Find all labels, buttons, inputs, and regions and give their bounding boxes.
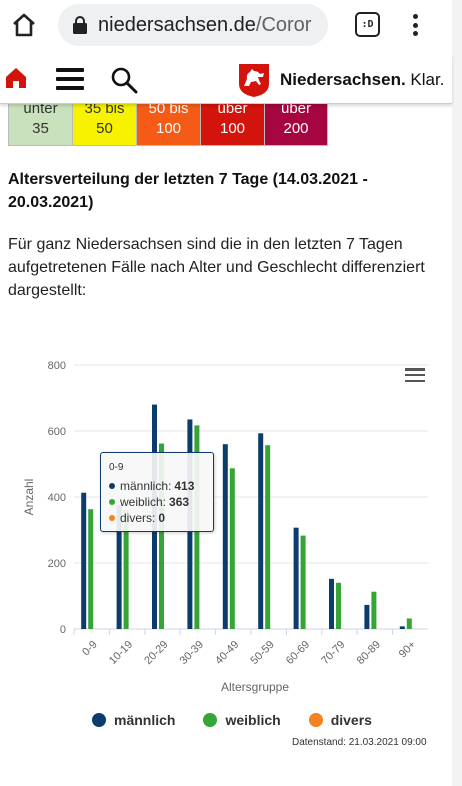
tile-label-bottom: 35 xyxy=(32,120,49,137)
bar-männlich-60-69 xyxy=(293,527,299,629)
tile-label-bottom: 200 xyxy=(283,120,309,137)
brand-bold: Niedersachsen. xyxy=(280,70,406,89)
x-tick-label: 10-19 xyxy=(107,639,135,667)
legend-item-divers[interactable]: divers xyxy=(308,712,372,728)
tooltip-row-divers: divers: 0 xyxy=(109,510,205,526)
home-icon[interactable] xyxy=(10,11,38,39)
bar-männlich-40-49 xyxy=(222,444,228,629)
y-tick-label: 400 xyxy=(48,492,66,504)
legend-item-weiblich[interactable]: weiblich xyxy=(203,712,281,728)
tile-label-top: unter xyxy=(23,100,58,117)
x-tick-label: 90+ xyxy=(397,639,419,661)
x-axis-label: Altersgruppe xyxy=(221,680,289,694)
tooltip-value: 413 xyxy=(174,479,195,493)
address-bar[interactable]: niedersachsen.de/Coror xyxy=(58,4,328,46)
lock-icon xyxy=(73,16,87,34)
url-text: niedersachsen.de/Coror xyxy=(98,14,311,37)
section-heading: Altersverteilung der letzten 7 Tage (14.… xyxy=(8,171,368,211)
brand-name[interactable]: Niedersachsen. Klar. xyxy=(280,70,444,90)
bar-weiblich-40-49 xyxy=(229,468,235,629)
tooltip-label: divers: xyxy=(120,511,156,525)
tile-label-bottom: 100 xyxy=(155,120,182,137)
tile-label-bottom: 50 xyxy=(96,120,113,137)
x-tick-label: 30-39 xyxy=(178,639,206,667)
bar-männlich-50-59 xyxy=(258,433,264,629)
x-tick-label: 80-89 xyxy=(355,639,383,667)
tab-switcher-button[interactable]: :D xyxy=(355,12,380,37)
bar-männlich-80-89 xyxy=(364,604,370,629)
legend-item-maennlich[interactable]: männlich xyxy=(92,712,175,728)
bar-weiblich-20-29 xyxy=(159,443,164,629)
site-home-icon[interactable] xyxy=(4,66,28,90)
x-tick-label: 70-79 xyxy=(319,639,347,667)
tooltip-value: 0 xyxy=(158,511,166,525)
tooltip-title: 0-9 xyxy=(109,462,124,473)
bar-männlich-70-79 xyxy=(329,578,334,629)
chart-legend: männlich weiblich divers xyxy=(92,712,400,728)
brand-suffix: Klar. xyxy=(405,70,445,89)
tile-label-top: 35 bis xyxy=(84,100,125,117)
legend-label: weiblich xyxy=(225,712,281,728)
bar-weiblich-60-69 xyxy=(300,535,306,629)
x-tick-label: 40-49 xyxy=(213,639,241,667)
tile-label-top: 50 bis xyxy=(148,100,189,117)
legend-label: männlich xyxy=(114,712,176,728)
tile-label-top: über xyxy=(217,100,248,117)
tile-label-bottom: 100 xyxy=(219,120,246,137)
y-tick-label: 600 xyxy=(48,426,66,438)
chart-tooltip: 0-9 männlich: 413 weiblich: 363 divers: 0 xyxy=(100,452,214,532)
y-tick-label: 200 xyxy=(48,558,66,570)
tooltip-row-weiblich: weiblich: 363 xyxy=(109,494,205,510)
x-tick-label: 60-69 xyxy=(284,639,312,667)
browser-menu-button[interactable] xyxy=(408,11,422,39)
niedersachsen-logo[interactable] xyxy=(236,62,272,98)
tile-label-top: über xyxy=(280,100,312,117)
site-header: Niedersachsen. Klar. xyxy=(0,54,452,104)
bar-weiblich-70-79 xyxy=(336,582,341,629)
age-distribution-chart: 0 200 400 600 800 Anzahl 0-9 10-19 20-29 30-39 40-… xyxy=(22,360,428,694)
page-edge xyxy=(452,0,462,786)
y-tick-label: 0 xyxy=(60,624,66,636)
browser-toolbar: niedersachsen.de/Coror :D xyxy=(0,0,462,50)
tooltip-label: männlich: xyxy=(120,479,172,493)
bar-weiblich-10-19 xyxy=(123,510,129,629)
chart-context-menu-icon[interactable] xyxy=(405,368,425,382)
hamburger-menu-icon[interactable] xyxy=(56,68,84,90)
legend-label: divers xyxy=(330,712,372,728)
tooltip-row-maennlich: männlich: 413 xyxy=(109,478,205,494)
bar-männlich-90+ xyxy=(399,626,405,629)
bar-weiblich-90+ xyxy=(406,618,412,629)
url-path: /Coror xyxy=(255,13,312,36)
bar-weiblich-50-59 xyxy=(265,445,271,629)
bar-männlich-10-19 xyxy=(116,505,122,629)
bar-weiblich-0-9 xyxy=(88,509,94,629)
x-tick-label: 0-9 xyxy=(80,639,100,659)
x-tick-label: 20-29 xyxy=(142,639,170,667)
tooltip-value: 363 xyxy=(169,495,190,509)
x-tick-label: 50-59 xyxy=(248,639,276,667)
bar-männlich-0-9 xyxy=(81,492,87,629)
url-domain: niedersachsen.de xyxy=(98,13,256,36)
data-timestamp: Datenstand: 21.03.2021 09:00 xyxy=(292,737,427,748)
search-icon[interactable] xyxy=(110,66,138,94)
tooltip-label: weiblich: xyxy=(120,495,167,509)
section-paragraph: Für ganz Niedersachsen sind die in den l… xyxy=(8,236,425,299)
y-axis-label: Anzahl xyxy=(22,479,36,516)
bar-weiblich-80-89 xyxy=(371,591,377,629)
y-tick-label: 800 xyxy=(48,360,66,372)
